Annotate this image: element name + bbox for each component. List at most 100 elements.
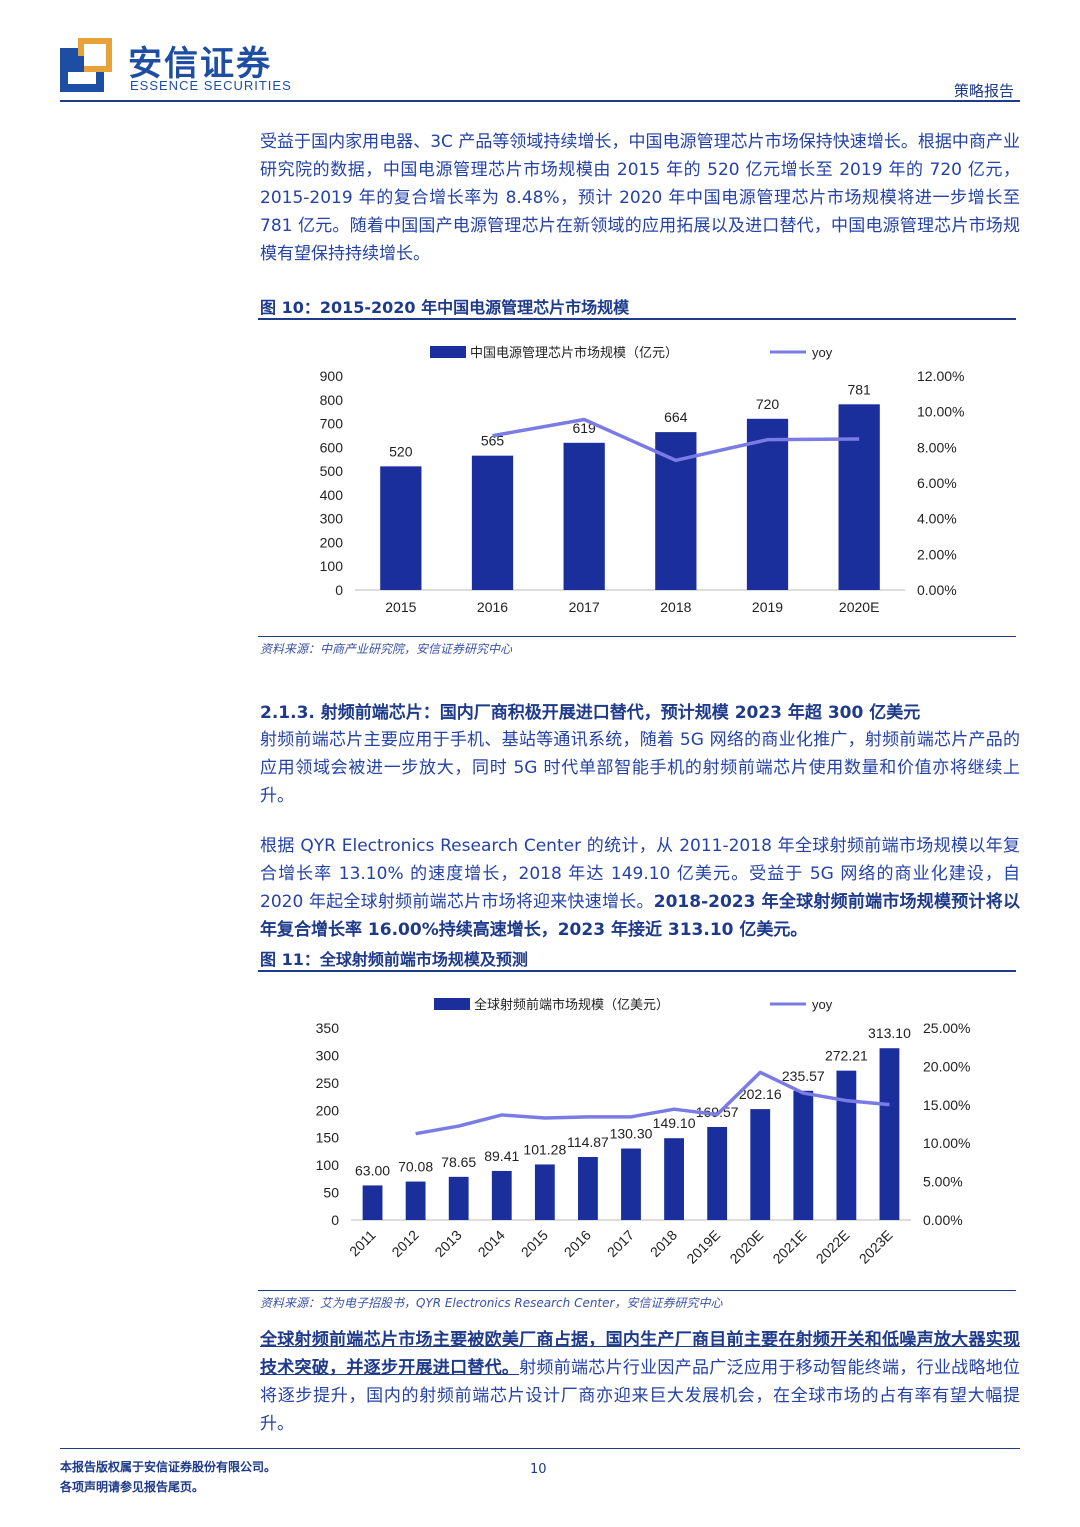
figure-11-source: 资料来源：艾为电子招股书，QYR Electronics Research Ce… xyxy=(260,1296,723,1310)
report-type: 策略报告 xyxy=(953,82,1014,100)
bar-data-label: 169.57 xyxy=(696,1104,739,1120)
header-divider xyxy=(60,100,1020,102)
y-axis-tick-label: 200 xyxy=(320,534,344,550)
y-axis-tick-label: 0 xyxy=(331,1212,339,1228)
y-axis-tick-label: 800 xyxy=(320,392,344,408)
y2-axis-tick-label: 5.00% xyxy=(923,1174,963,1190)
bar-data-label: 272.21 xyxy=(825,1048,868,1064)
figure-10-source: 资料来源：中商产业研究院，安信证券研究中心 xyxy=(260,642,513,656)
bar xyxy=(362,1185,383,1220)
bar xyxy=(664,1138,684,1220)
x-axis-tick-label: 2012 xyxy=(388,1227,421,1260)
footer-copyright: 本报告版权属于安信证券股份有限公司。 xyxy=(60,1460,277,1474)
paragraph-bold-text: 全球射频前端芯片市场主要被欧美厂商占据，国内生产厂商目前主要在射频开关和低噪声放… xyxy=(260,1330,1020,1378)
y2-axis-tick-label: 8.00% xyxy=(917,439,957,455)
bar xyxy=(621,1148,641,1220)
x-axis-tick-label: 2013 xyxy=(431,1227,464,1260)
footer-disclaimer: 各项声明请参见报告尾页。 xyxy=(60,1480,205,1494)
bar-data-label: 63.00 xyxy=(355,1162,390,1178)
bar xyxy=(707,1126,728,1220)
x-axis-tick-label: 2018 xyxy=(647,1227,680,1260)
figure-10-rule xyxy=(258,318,1016,320)
brand-name-cn: 安信证券 xyxy=(128,44,272,84)
bar xyxy=(836,1070,857,1220)
x-axis-tick-label: 2018 xyxy=(660,599,691,615)
legend-bar-label: 全球射频前端市场规模（亿美元） xyxy=(474,997,669,1012)
y2-axis-tick-label: 25.00% xyxy=(923,1020,970,1036)
y-axis-tick-label: 900 xyxy=(320,368,344,384)
y-axis-tick-label: 500 xyxy=(320,463,344,479)
x-axis-tick-label: 2016 xyxy=(477,599,508,615)
bar xyxy=(578,1156,598,1220)
paragraph-text: 受益于国内家用电器、3C 产品等领域持续增长，中国电源管理芯片市场保持快速增长。… xyxy=(260,132,1020,264)
y-axis-tick-label: 100 xyxy=(320,558,344,574)
bar-data-label: 520 xyxy=(389,443,413,459)
bar-data-label: 78.65 xyxy=(441,1154,476,1170)
x-axis-tick-label: 2019 xyxy=(752,599,783,615)
figure-11-source-rule xyxy=(258,1290,1016,1291)
paragraph-power-chips: 受益于国内家用电器、3C 产品等领域持续增长，中国电源管理芯片市场保持快速增长。… xyxy=(260,128,1020,268)
bar xyxy=(879,1048,900,1220)
y2-axis-tick-label: 2.00% xyxy=(917,546,957,562)
bar-data-label: 565 xyxy=(481,433,505,449)
legend-bar-swatch xyxy=(434,998,470,1010)
section-heading: 2.1.3. 射频前端芯片：国内厂商积极开展进口替代，预计规模 2023 年超 … xyxy=(260,703,921,723)
bar-data-label: 89.41 xyxy=(484,1148,519,1164)
bar-data-label: 720 xyxy=(756,396,780,412)
y-axis-tick-label: 0 xyxy=(335,582,343,598)
x-axis-tick-label: 2015 xyxy=(518,1227,551,1260)
y2-axis-tick-label: 20.00% xyxy=(923,1058,970,1074)
bar xyxy=(534,1164,555,1220)
y-axis-tick-label: 200 xyxy=(316,1102,340,1118)
y-axis-tick-label: 50 xyxy=(323,1185,339,1201)
bar xyxy=(563,442,605,590)
y-axis-tick-label: 250 xyxy=(316,1075,340,1091)
yoy-line xyxy=(415,1070,890,1136)
bar xyxy=(750,1109,771,1220)
figure-10-title: 图 10：2015-2020 年中国电源管理芯片市场规模 xyxy=(260,298,630,317)
brand-name-en: ESSENCE SECURITIES xyxy=(130,78,292,93)
bar-data-label: 313.10 xyxy=(868,1025,911,1041)
bar xyxy=(746,418,789,590)
bar-data-label: 149.10 xyxy=(653,1115,696,1131)
bar xyxy=(793,1090,814,1220)
legend-line-label: yoy xyxy=(812,997,833,1012)
y2-axis-tick-label: 15.00% xyxy=(923,1097,970,1113)
x-axis-tick-label: 2020E xyxy=(839,599,879,615)
y-axis-tick-label: 350 xyxy=(316,1020,340,1036)
page-number: 10 xyxy=(530,1462,547,1477)
x-axis-tick-label: 2020E xyxy=(726,1227,766,1267)
y-axis-tick-label: 700 xyxy=(320,416,344,432)
y-axis-tick-label: 600 xyxy=(320,439,344,455)
y2-axis-tick-label: 6.00% xyxy=(917,475,957,491)
y2-axis-tick-label: 0.00% xyxy=(917,582,957,598)
bar xyxy=(405,1181,426,1220)
paragraph-text: 射频前端芯片主要应用于手机、基站等通讯系统，随着 5G 网络的商业化推广，射频前… xyxy=(260,730,1020,806)
bar xyxy=(448,1176,469,1220)
y-axis-tick-label: 300 xyxy=(316,1047,340,1063)
paragraph-text: 射频前端芯片行业因产品广泛应用于移动智能终端，行业战略地位将逐步提升，国内的射频… xyxy=(260,1358,1021,1434)
figure-11-chart: 全球射频前端市场规模（亿美元） yoy 0 50 100 150 200 250 300 350 0… xyxy=(316,997,971,1267)
bar xyxy=(838,404,880,590)
y-axis-tick-label: 150 xyxy=(316,1130,340,1146)
bar-data-label: 235.57 xyxy=(782,1068,825,1084)
paragraph-text: 根据 QYR Electronics Research Center 的统计，从… xyxy=(260,836,1020,912)
bar-data-label: 114.87 xyxy=(567,1134,609,1150)
y2-axis-tick-label: 12.00% xyxy=(917,368,964,384)
figure-10-source-rule xyxy=(258,636,1016,637)
y-axis-tick-label: 300 xyxy=(320,511,344,527)
bar-data-label: 664 xyxy=(664,409,688,425)
paragraph-rf-market: 根据 QYR Electronics Research Center 的统计，从… xyxy=(260,832,1020,944)
bar-data-label: 202.16 xyxy=(739,1086,782,1102)
x-axis-tick-label: 2014 xyxy=(475,1227,508,1260)
figure-10-chart: 中国电源管理芯片市场规模（亿元） yoy 0 100 200 300 400 500 600 70… xyxy=(320,345,965,615)
brand-logo-mark xyxy=(60,38,112,92)
figure-11-rule xyxy=(258,970,1016,972)
paragraph-bold-text: 2018-2023 年全球射频前端市场规模预计将以年复合增长率 16.00%持续… xyxy=(260,892,1021,940)
x-axis-tick-label: 2015 xyxy=(385,599,416,615)
paragraph-rf-competition: 全球射频前端芯片市场主要被欧美厂商占据，国内生产厂商目前主要在射频开关和低噪声放… xyxy=(260,1326,1020,1438)
y2-axis-tick-label: 10.00% xyxy=(923,1135,970,1151)
bar xyxy=(471,455,514,590)
y2-axis-tick-label: 4.00% xyxy=(917,511,957,527)
bar xyxy=(380,466,422,590)
